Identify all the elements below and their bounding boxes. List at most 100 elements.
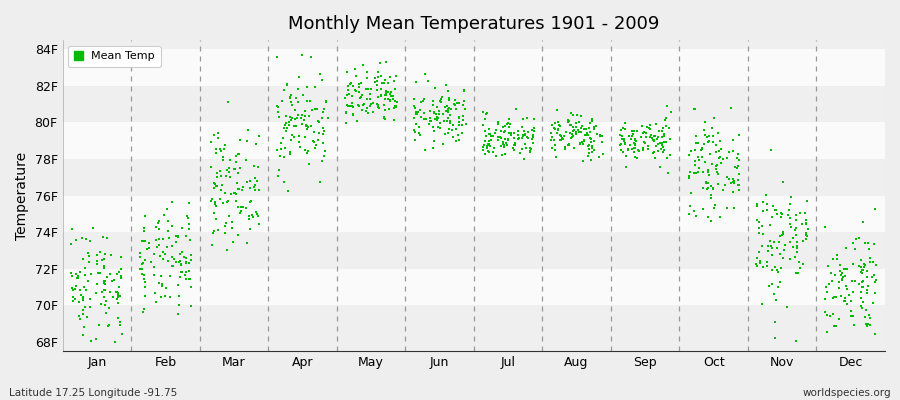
Point [820,288,834,295]
Point [856,284,870,290]
Point [236,184,250,190]
Point [774,265,788,272]
Point [617,140,632,146]
Point [371,104,385,110]
Point [356,62,370,68]
Point [526,140,540,147]
Point [720,174,734,180]
Point [182,260,196,266]
Point [111,292,125,298]
Point [443,118,457,124]
Point [574,138,589,145]
Point [479,132,493,139]
Point [705,192,719,199]
Point [690,169,705,175]
Point [427,109,441,116]
Point [339,109,354,115]
Title: Monthly Mean Temperatures 1901 - 2009: Monthly Mean Temperatures 1901 - 2009 [288,15,660,33]
Point [366,108,381,115]
Point [625,146,639,152]
Point [361,86,375,92]
Point [80,314,94,320]
Point [704,195,718,202]
Point [418,70,432,77]
Point [583,120,598,126]
Point [481,110,495,116]
Point [234,208,248,214]
Point [508,147,522,154]
Point [220,199,234,206]
Point [565,130,580,137]
Point [648,155,662,162]
Point [456,88,471,94]
Point [178,269,193,275]
Point [284,115,299,121]
Point [652,128,666,134]
Point [627,141,642,148]
Point [585,143,599,149]
Point [561,142,575,148]
Point [297,117,311,123]
Point [647,137,662,144]
Point [520,129,535,136]
Point [698,159,713,166]
Point [452,114,466,120]
Point [203,164,218,170]
Point [221,198,236,204]
Point [714,146,728,152]
Point [304,54,319,60]
Point [496,138,510,145]
Point [544,134,559,140]
Point [317,106,331,112]
Bar [62,159,885,196]
Point [227,166,241,172]
Point [716,187,730,194]
Point [438,108,453,115]
Point [73,287,87,294]
Point [789,212,804,218]
Point [84,338,98,344]
Point [184,257,198,263]
Point [518,132,532,138]
Point [580,132,595,138]
Point [184,252,198,258]
Point [441,108,455,114]
Point [376,114,391,120]
Point [511,128,526,134]
Point [507,142,521,148]
Point [413,99,428,106]
Point [344,80,358,86]
Point [320,114,335,121]
Point [319,98,333,105]
Point [725,189,740,196]
Point [491,133,506,140]
Point [299,122,313,128]
Point [381,80,395,86]
Point [243,199,257,206]
Point [478,128,492,134]
Point [562,142,576,148]
Point [515,135,529,142]
Point [97,280,112,286]
Point [296,92,310,98]
Point [307,84,321,90]
Point [240,240,255,246]
Point [279,113,293,120]
Point [585,148,599,155]
Point [856,299,870,306]
Point [687,208,701,214]
Point [179,255,194,261]
Point [520,134,535,140]
Point [501,136,516,142]
Point [411,108,426,115]
Point [112,322,127,328]
Point [382,106,396,112]
Point [242,213,256,219]
Point [507,135,521,141]
Point [694,147,708,153]
Point [713,154,727,160]
Point [437,131,452,137]
Point [835,270,850,276]
Point [773,233,788,240]
Point [515,146,529,152]
